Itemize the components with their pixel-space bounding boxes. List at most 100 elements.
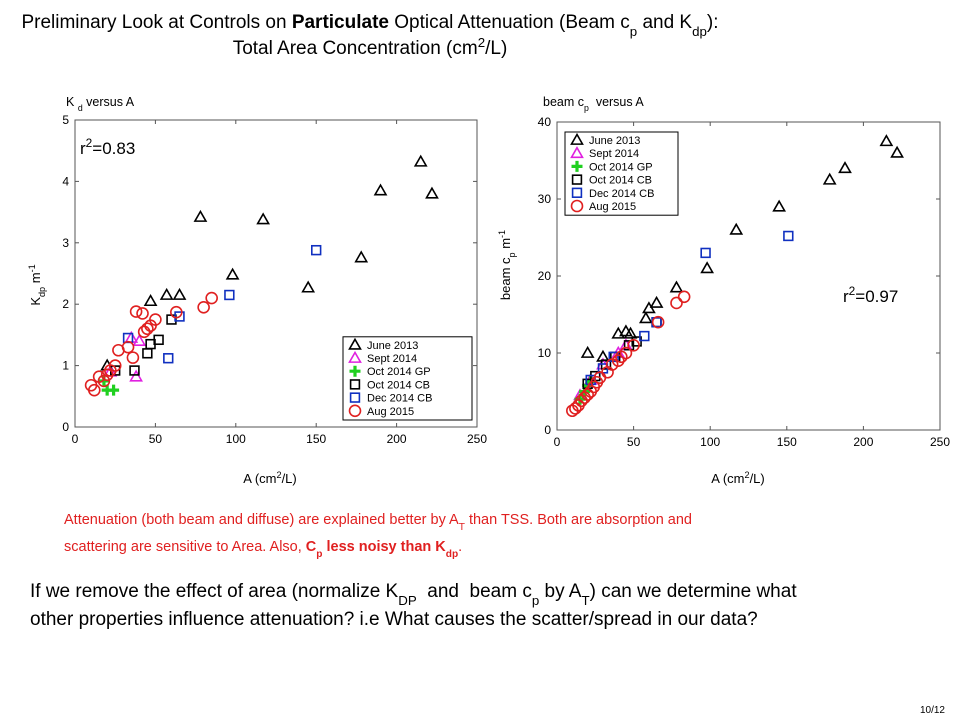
triangle-marker [425, 186, 439, 199]
text-run: m [498, 238, 513, 252]
triangle-marker [638, 311, 653, 324]
square-marker [608, 351, 619, 363]
text-run: less noisy than K [322, 539, 446, 555]
annotation: r2=0.97 [843, 284, 898, 306]
triangle-marker [354, 250, 369, 263]
text-run: dp [446, 549, 458, 560]
text-run: A (cm [243, 471, 276, 486]
legend-marker [570, 132, 584, 145]
legend-label: Sept 2014 [589, 148, 639, 160]
text-run: DP [398, 593, 417, 608]
legend-marker [349, 392, 361, 403]
text-run: dp [692, 24, 707, 39]
circle-marker [627, 338, 640, 352]
text-run: p [507, 252, 517, 257]
triangle-marker [729, 222, 744, 235]
triangle-marker [596, 349, 610, 362]
text-run: K [66, 95, 78, 109]
text-run: Optical Attenuation (Beam c [389, 12, 630, 33]
legend-box [342, 336, 473, 421]
plot-frame [74, 119, 478, 428]
triangle-marker [129, 369, 143, 382]
x-tick-label: 150 [777, 435, 797, 449]
triangle-marker [772, 199, 787, 212]
text-run: 2 [745, 470, 750, 480]
square-marker [310, 244, 322, 256]
text-run: 2 [849, 284, 856, 298]
legend-marker [349, 365, 361, 377]
y-tick-label: 5 [62, 113, 69, 127]
triangle-marker [649, 295, 664, 308]
text-run: p [316, 549, 322, 560]
circle-marker [149, 313, 162, 326]
legend-marker [570, 199, 584, 213]
circle-marker [611, 354, 625, 368]
circle-marker [87, 383, 101, 397]
x-tick-label: 0 [72, 432, 79, 446]
circle-marker [619, 346, 633, 360]
square-marker [783, 230, 794, 242]
y-tick-label: 0 [62, 420, 69, 434]
text-run: ) can we determine what [590, 581, 798, 602]
y-tick-label: 10 [538, 346, 552, 360]
legend-label: June 2013 [589, 135, 640, 147]
legend-label: Dec 2014 CB [367, 393, 432, 405]
triangle-marker [225, 267, 240, 280]
y-tick-label: 20 [538, 269, 552, 283]
square-marker [153, 334, 164, 346]
legend-marker [570, 146, 584, 159]
text-run: K [28, 297, 43, 306]
triangle-marker [623, 326, 638, 339]
x-tick-label: 200 [853, 435, 873, 449]
legend-marker [349, 379, 361, 390]
page-number: 10/12 [920, 705, 945, 716]
circle-marker [670, 296, 683, 310]
text-run: p [584, 103, 589, 113]
circle-marker [677, 290, 691, 304]
y-tick-label: 1 [62, 359, 69, 373]
triangle-marker [143, 294, 158, 307]
slide-title: Total Area Concentration (cm2/L) [233, 35, 508, 60]
text-run: scattering are sensitive to Area. Also, [64, 539, 306, 555]
triangle-marker [822, 172, 837, 185]
text-run: =0.97 [855, 287, 898, 306]
y-tick-label: 2 [62, 297, 69, 311]
note: scattering are sensitive to Area. Also, … [64, 539, 462, 560]
x-tick-label: 200 [387, 432, 407, 446]
square-marker [224, 289, 235, 301]
y-tick-label: 30 [538, 192, 552, 206]
text-run: -1 [27, 264, 37, 272]
legend-box [564, 131, 679, 216]
triangle-marker [256, 212, 271, 225]
square-marker [174, 311, 185, 322]
triangle-marker [193, 209, 208, 222]
x-tick-label: 250 [467, 432, 487, 446]
y-tick-label: 0 [544, 423, 551, 437]
x-tick-label: 100 [226, 432, 246, 446]
y-axis-label: Kdp m-1 [27, 264, 47, 305]
text-run: p [532, 593, 539, 608]
text-run: by A [539, 581, 582, 602]
plus-marker [108, 384, 120, 396]
triangle-marker [159, 287, 174, 300]
circle-marker [605, 358, 619, 371]
y-tick-label: 3 [62, 236, 69, 250]
legend-marker [571, 160, 583, 172]
text-run: -1 [497, 230, 507, 238]
circle-marker [137, 325, 151, 339]
legend-marker [571, 187, 583, 198]
legend-marker [348, 404, 362, 418]
text-run: m [28, 272, 43, 286]
text-run: 2 [277, 470, 282, 480]
text-run: than TSS. Both are absorption and [465, 512, 692, 528]
square-marker [639, 330, 650, 342]
x-axis-label: A (cm2/L) [711, 470, 764, 486]
legend-label: Aug 2015 [367, 406, 414, 418]
text-run: beam c [543, 95, 584, 109]
text-run: A (cm [711, 471, 744, 486]
triangle-marker [879, 134, 894, 147]
slide-title: Preliminary Look at Controls on Particul… [21, 12, 718, 39]
circle-marker [205, 291, 218, 305]
